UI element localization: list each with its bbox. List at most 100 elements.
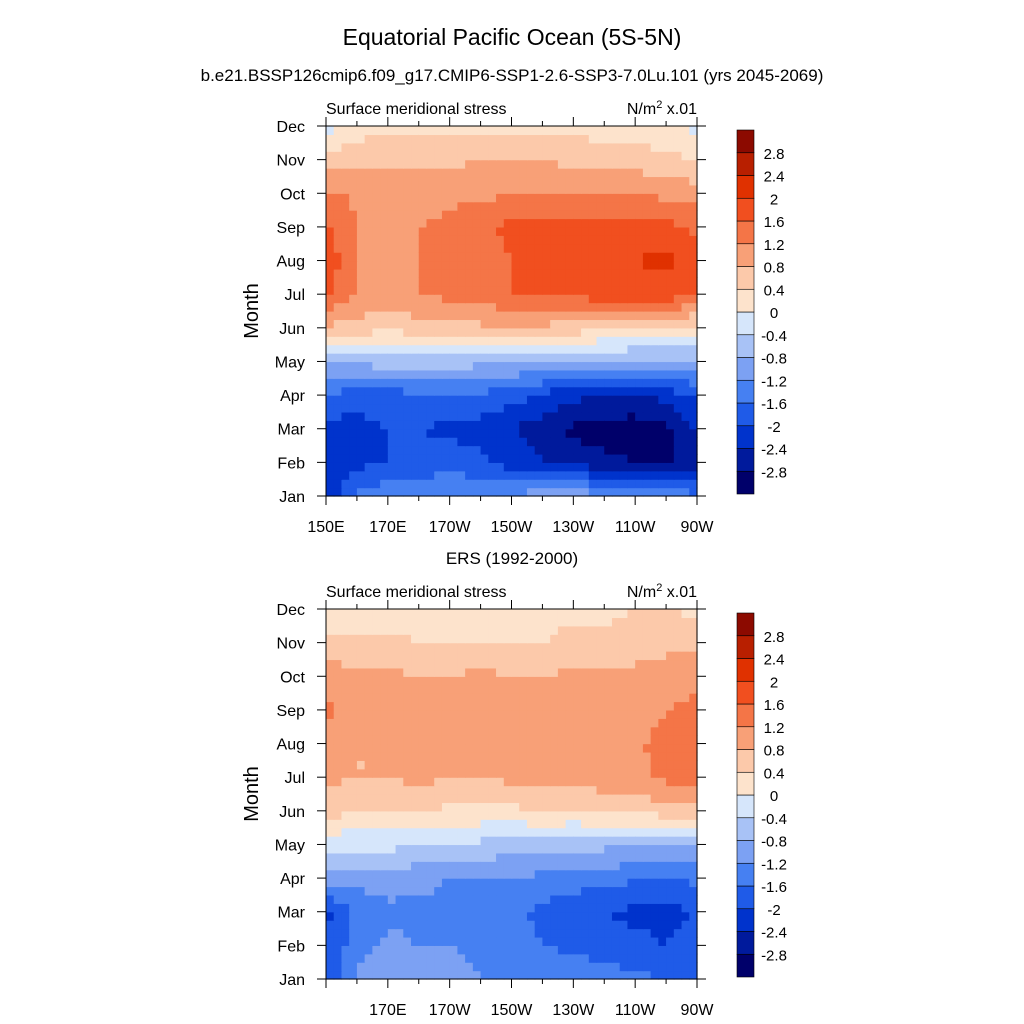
- heatmap-cell: [333, 693, 343, 703]
- heatmap-cell: [372, 609, 381, 619]
- heatmap-cell: [496, 693, 505, 703]
- heatmap-cell: [581, 243, 590, 253]
- heatmap-cell: [496, 470, 505, 480]
- colorbar-label: -1.2: [761, 856, 787, 873]
- heatmap-cell: [418, 936, 428, 946]
- heatmap-cell: [573, 701, 582, 711]
- heatmap-cell: [619, 903, 629, 913]
- heatmap-cell: [689, 701, 698, 711]
- heatmap-cell: [557, 819, 567, 829]
- heatmap-cell: [496, 428, 505, 438]
- heatmap-cell: [333, 760, 343, 770]
- heatmap-cell: [503, 693, 513, 703]
- heatmap-cell: [441, 928, 451, 938]
- heatmap-cell: [635, 336, 644, 346]
- heatmap-cell: [550, 487, 559, 497]
- heatmap-cell: [642, 852, 652, 862]
- heatmap-cell: [681, 920, 690, 930]
- heatmap-cell: [496, 311, 505, 321]
- heatmap-cell: [426, 168, 435, 178]
- heatmap-cell: [403, 218, 412, 228]
- heatmap-cell: [658, 252, 667, 262]
- heatmap-cell: [411, 785, 420, 795]
- heatmap-cell: [411, 353, 420, 363]
- heatmap-cell: [681, 735, 690, 745]
- heatmap-cell: [480, 827, 489, 837]
- heatmap-cell: [426, 735, 435, 745]
- heatmap-cell: [588, 735, 598, 745]
- heatmap-cell: [341, 243, 350, 253]
- heatmap-cell: [635, 184, 644, 194]
- heatmap-cell: [387, 159, 397, 169]
- heatmap-cell: [673, 420, 683, 430]
- heatmap-cell: [642, 836, 652, 846]
- heatmap-cell: [534, 920, 544, 930]
- heatmap-cell: [349, 327, 358, 337]
- heatmap-cell: [480, 344, 489, 354]
- heatmap-cell: [619, 369, 629, 379]
- heatmap-cell: [666, 260, 675, 270]
- heatmap-cell: [511, 403, 520, 413]
- heatmap-cell: [488, 617, 497, 627]
- heatmap-cell: [395, 184, 404, 194]
- heatmap-cell: [480, 844, 489, 854]
- heatmap-cell: [650, 428, 659, 438]
- heatmap-cell: [503, 386, 513, 396]
- heatmap-cell: [418, 751, 428, 761]
- heatmap-cell: [418, 953, 428, 963]
- heatmap-cell: [426, 701, 435, 711]
- heatmap-cell: [411, 760, 420, 770]
- heatmap-cell: [480, 886, 489, 896]
- heatmap-cell: [557, 869, 567, 879]
- heatmap-cell: [635, 453, 644, 463]
- heatmap-cell: [658, 852, 667, 862]
- heatmap-cell: [434, 886, 443, 896]
- heatmap-cell: [581, 134, 590, 144]
- heatmap-cell: [411, 437, 420, 447]
- heatmap-cell: [441, 709, 451, 719]
- heatmap-cell: [403, 844, 412, 854]
- heatmap-cell: [457, 777, 466, 787]
- heatmap-cell: [565, 353, 574, 363]
- colorbar-box: [736, 680, 755, 705]
- heatmap-cell: [418, 445, 428, 455]
- heatmap-cell: [326, 844, 335, 854]
- heatmap-cell: [349, 311, 358, 321]
- heatmap-cell: [503, 928, 513, 938]
- heatmap-cell: [689, 369, 698, 379]
- heatmap-cell: [387, 336, 397, 346]
- heatmap-cell: [689, 235, 698, 245]
- heatmap-cell: [557, 151, 567, 161]
- heatmap-cell: [465, 827, 474, 837]
- heatmap-cell: [480, 651, 489, 661]
- heatmap-cell: [395, 936, 404, 946]
- heatmap-cell: [465, 709, 474, 719]
- heatmap-cell: [588, 319, 598, 329]
- heatmap-cell: [457, 962, 466, 972]
- heatmap-cell: [596, 353, 605, 363]
- heatmap-cell: [372, 184, 381, 194]
- heatmap-cell: [511, 844, 520, 854]
- heatmap-cell: [658, 625, 667, 635]
- heatmap-cell: [557, 928, 567, 938]
- heatmap-cell: [627, 693, 636, 703]
- y-axis-label: Month: [241, 283, 263, 339]
- heatmap-cell: [364, 252, 373, 262]
- heatmap-cell: [472, 768, 482, 778]
- heatmap-cell: [658, 403, 667, 413]
- heatmap-cell: [488, 777, 497, 787]
- heatmap-cell: [480, 701, 489, 711]
- heatmap-cell: [326, 625, 335, 635]
- heatmap-cell: [635, 235, 644, 245]
- heatmap-cell: [619, 751, 629, 761]
- heatmap-cell: [619, 260, 629, 270]
- heatmap-cell: [387, 659, 397, 669]
- heatmap-cell: [588, 768, 598, 778]
- heatmap-cell: [588, 168, 598, 178]
- heatmap-cell: [364, 378, 373, 388]
- heatmap-cell: [526, 920, 536, 930]
- heatmap-cell: [627, 378, 636, 388]
- heatmap-cell: [356, 378, 366, 388]
- heatmap-cell: [565, 437, 574, 447]
- heatmap-cell: [511, 617, 520, 627]
